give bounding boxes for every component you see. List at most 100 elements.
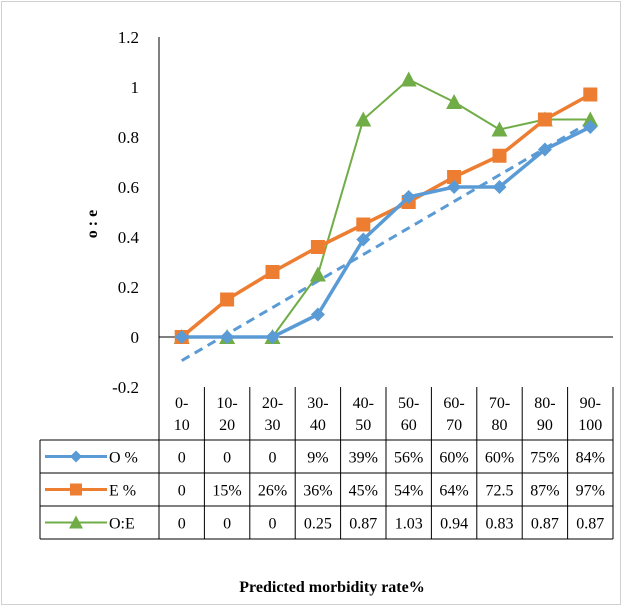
table-cell: 0.25 bbox=[304, 516, 332, 533]
table-cell: 72.5 bbox=[486, 483, 514, 500]
data-point bbox=[492, 180, 507, 194]
x-category-label: 20- bbox=[262, 395, 283, 412]
data-point bbox=[401, 190, 416, 204]
table-cell: 36% bbox=[303, 483, 332, 500]
data-point bbox=[583, 120, 598, 134]
x-category-label: 10 bbox=[174, 417, 190, 434]
x-axis-title: Predicted morbidity rate% bbox=[239, 579, 424, 596]
data-point bbox=[220, 292, 235, 307]
data-point bbox=[582, 111, 599, 127]
x-category-label: 60- bbox=[443, 395, 464, 412]
table-cell: 26% bbox=[258, 483, 287, 500]
table-cell: 45% bbox=[349, 483, 378, 500]
table-cell: 9% bbox=[307, 450, 328, 467]
table-cell: 75% bbox=[530, 450, 559, 467]
data-point bbox=[356, 232, 371, 247]
table-cell: 64% bbox=[439, 483, 468, 500]
data-point bbox=[356, 217, 371, 232]
table-cell: 0.87 bbox=[531, 516, 559, 533]
table-cell: 0 bbox=[223, 450, 231, 467]
series-e- bbox=[174, 87, 598, 344]
y-tick-label: 0 bbox=[131, 328, 140, 347]
table-cell: 39% bbox=[349, 450, 378, 467]
series-line bbox=[180, 92, 592, 339]
table-cell: 0 bbox=[178, 450, 186, 467]
y-tick-label: 1.2 bbox=[118, 28, 139, 47]
series-o- bbox=[174, 120, 598, 344]
y-tick-label: -0.2 bbox=[112, 378, 139, 397]
x-category-label: 0- bbox=[175, 395, 188, 412]
legend-key bbox=[45, 450, 107, 463]
table-cell: 60% bbox=[439, 450, 468, 467]
x-category-label: 40- bbox=[353, 395, 374, 412]
data-point bbox=[446, 94, 463, 109]
data-point bbox=[265, 330, 280, 344]
table-cell: 56% bbox=[394, 450, 423, 467]
y-tick-label: 0.4 bbox=[118, 228, 140, 247]
y-tick-label: 0.8 bbox=[118, 128, 139, 147]
data-point bbox=[310, 307, 325, 322]
y-tick-label: 0.6 bbox=[118, 178, 139, 197]
table-cell: 0.87 bbox=[349, 516, 377, 533]
legend-key bbox=[45, 483, 107, 496]
data-point bbox=[537, 142, 552, 157]
series-line bbox=[181, 125, 592, 339]
x-category-label: 30- bbox=[307, 395, 328, 412]
table-cell: 60% bbox=[485, 450, 514, 467]
legend-marker bbox=[70, 483, 82, 496]
trendline bbox=[180, 120, 592, 362]
x-category-label: 50- bbox=[398, 395, 419, 412]
y-tick-label: 0.2 bbox=[118, 278, 139, 297]
x-category-label: 60 bbox=[401, 417, 417, 434]
x-category-label: 80- bbox=[534, 395, 555, 412]
data-table: 0- 10 10- 20 20- 30 30- 40 40- 50 50- 60 60- 70 70- 80 8… bbox=[39, 387, 614, 540]
legend-marker bbox=[69, 515, 83, 529]
x-category-label: 40 bbox=[310, 417, 326, 434]
data-point bbox=[537, 112, 552, 127]
legend-label: E % bbox=[109, 483, 136, 500]
data-point bbox=[310, 240, 325, 254]
x-category-label: 70- bbox=[489, 395, 510, 412]
series-o-e bbox=[173, 71, 599, 344]
table-cell: 0.94 bbox=[440, 516, 468, 533]
data-point bbox=[220, 330, 235, 344]
data-point bbox=[447, 170, 462, 184]
table-cell: 15% bbox=[212, 483, 241, 500]
data-point bbox=[265, 265, 280, 279]
x-category-label: 80 bbox=[492, 417, 508, 434]
table-cell: 84% bbox=[576, 450, 605, 467]
x-category-label: 10- bbox=[216, 395, 237, 412]
data-point bbox=[491, 121, 508, 137]
table-cell: 97% bbox=[576, 483, 605, 500]
y-tick-label: 1 bbox=[131, 78, 140, 97]
data-point bbox=[583, 87, 598, 102]
legend-label: O:E bbox=[109, 516, 135, 533]
y-tick-labels: 1.2 1 0.8 0.6 0.4 0.2 0 -0.2 bbox=[112, 28, 139, 397]
legend-label: O % bbox=[109, 450, 138, 467]
data-point bbox=[355, 111, 372, 127]
legend-key bbox=[45, 515, 107, 529]
data-point bbox=[400, 71, 417, 87]
table-cell: 0.83 bbox=[486, 516, 514, 533]
series-lines bbox=[173, 71, 599, 344]
data-point bbox=[174, 330, 189, 344]
table-cell: 1.03 bbox=[395, 516, 423, 533]
y-axis-title: o : e bbox=[84, 210, 101, 238]
x-category-label: 100 bbox=[578, 417, 602, 434]
trendline-group bbox=[180, 120, 592, 362]
data-point bbox=[309, 266, 326, 282]
table-cell: 0 bbox=[178, 483, 186, 500]
table-cell: 0 bbox=[223, 516, 231, 533]
x-category-label: 30 bbox=[265, 417, 281, 434]
data-point bbox=[492, 148, 507, 163]
table-cell: 0.87 bbox=[576, 516, 604, 533]
table-cell: 54% bbox=[394, 483, 423, 500]
table-cell: 87% bbox=[530, 483, 559, 500]
legend-marker bbox=[70, 450, 82, 463]
x-category-label: 20 bbox=[219, 417, 235, 434]
x-category-label: 90 bbox=[537, 417, 553, 434]
table-cell: 0 bbox=[269, 450, 277, 467]
y-axis-title-group: o : e bbox=[84, 210, 101, 238]
